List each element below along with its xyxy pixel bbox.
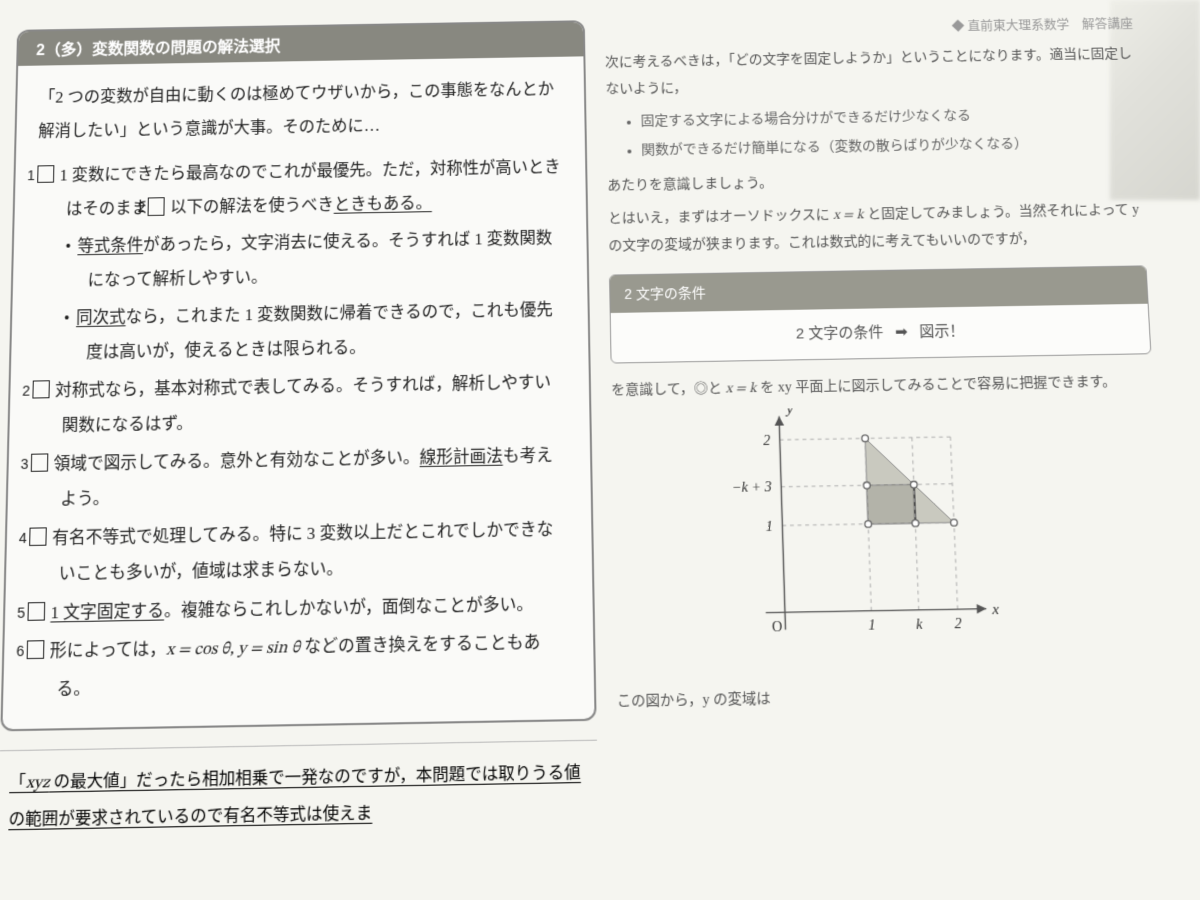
svg-text:y: y: [784, 404, 794, 417]
lead-text: 「2 つの変数が自由に動くのは極めてウザいから，この事態をなんとか解消したい」と…: [38, 72, 563, 149]
item-2: 2対称式なら，基本対称式で表してみる。そうすれば，解析しやすい関数になるはず。: [31, 364, 567, 444]
item-6: 6形によっては，x = cos θ, y = sin θ などの置き換えをするこ…: [26, 624, 572, 708]
svg-text:x: x: [991, 602, 1000, 619]
svg-text:1: 1: [868, 619, 876, 635]
r-bullet-2: 関数ができるだけ簡単になる（変数の散らばりが少なくなる）: [641, 129, 1140, 165]
left-column: 2（多）変数関数の問題の解法選択 「2 つの変数が自由に動くのは極めてウザいから…: [0, 20, 598, 838]
box-body: 「2 つの変数が自由に動くのは極めてウザいから，この事態をなんとか解消したい」と…: [2, 56, 594, 729]
bullet-icon: •: [65, 237, 71, 256]
svg-text:2: 2: [763, 434, 771, 449]
num-1: 1: [37, 165, 54, 183]
svg-text:−k + 3: −k + 3: [732, 480, 772, 496]
svg-text:2: 2: [954, 617, 962, 633]
right-column: ◆ 直前東大理系数学 解答講座 次に考えるべきは，「どの文字を固定しようか」とい…: [604, 11, 1177, 827]
xy-diagram: 1 k 2 1 −k + 3 2 Ox y: [611, 402, 1169, 688]
r-p2: あたりを意識しましょう。: [607, 164, 1142, 200]
r-bullets: 固定する文字による場合分けができるだけ少なくなる 関数ができるだけ簡単になる（変…: [606, 100, 1140, 165]
r-p4: を意識して，◎と x = k を xy 平面上に図示してみることで容易に把握でき…: [611, 368, 1154, 405]
below-text: 「xyz の最大値」だったら相加相乗で一発なのですが，本問題では取りうる値の範囲…: [0, 740, 598, 838]
sub-1b: •同次式なら，これまた 1 変数関数に帰着できるので，これも優先度は高いが，使え…: [33, 292, 566, 371]
r-p3: とはいえ，まずはオーソドックスに x = k と固定してみましょう。当然それによ…: [608, 197, 1146, 261]
arrow-icon: ➡: [895, 324, 908, 341]
hint-body: 2 文字の条件 ➡ 図示！: [611, 304, 1151, 363]
svg-text:k: k: [916, 618, 924, 634]
bullet-icon: •: [64, 308, 70, 327]
svg-text:O: O: [772, 620, 783, 636]
method-box: 2（多）変数関数の問題の解法選択 「2 つの変数が自由に動くのは極めてウザいから…: [0, 20, 596, 731]
hint-box: 2 文字の条件 2 文字の条件 ➡ 図示！: [609, 265, 1151, 363]
item-4: 4有名不等式で処理してみる。特に 3 変数以上だとこれでしかできないことも多いが…: [28, 511, 570, 593]
sub-1a: •等式条件があったら，文字消去に使える。そうすれば 1 変数関数になって解析しや…: [35, 220, 566, 299]
page-source: ◆ 直前東大理系数学 解答講座: [604, 11, 1133, 45]
svg-text:1: 1: [765, 519, 773, 535]
r-p1: 次に考えるべきは，「どの文字を固定しようか」ということになります。適当に固定しな…: [605, 41, 1137, 103]
item-3: 3領域で図示してみる。意外と有効なことが多い。線形計画法も考えよう。: [30, 437, 569, 518]
item-1: 11 変数にできたら最高なのでこれが最優先。ただ，対称性が高いときはそのまま2以…: [36, 150, 564, 228]
xy-svg: 1 k 2 1 −k + 3 2 Ox y: [722, 404, 1056, 675]
